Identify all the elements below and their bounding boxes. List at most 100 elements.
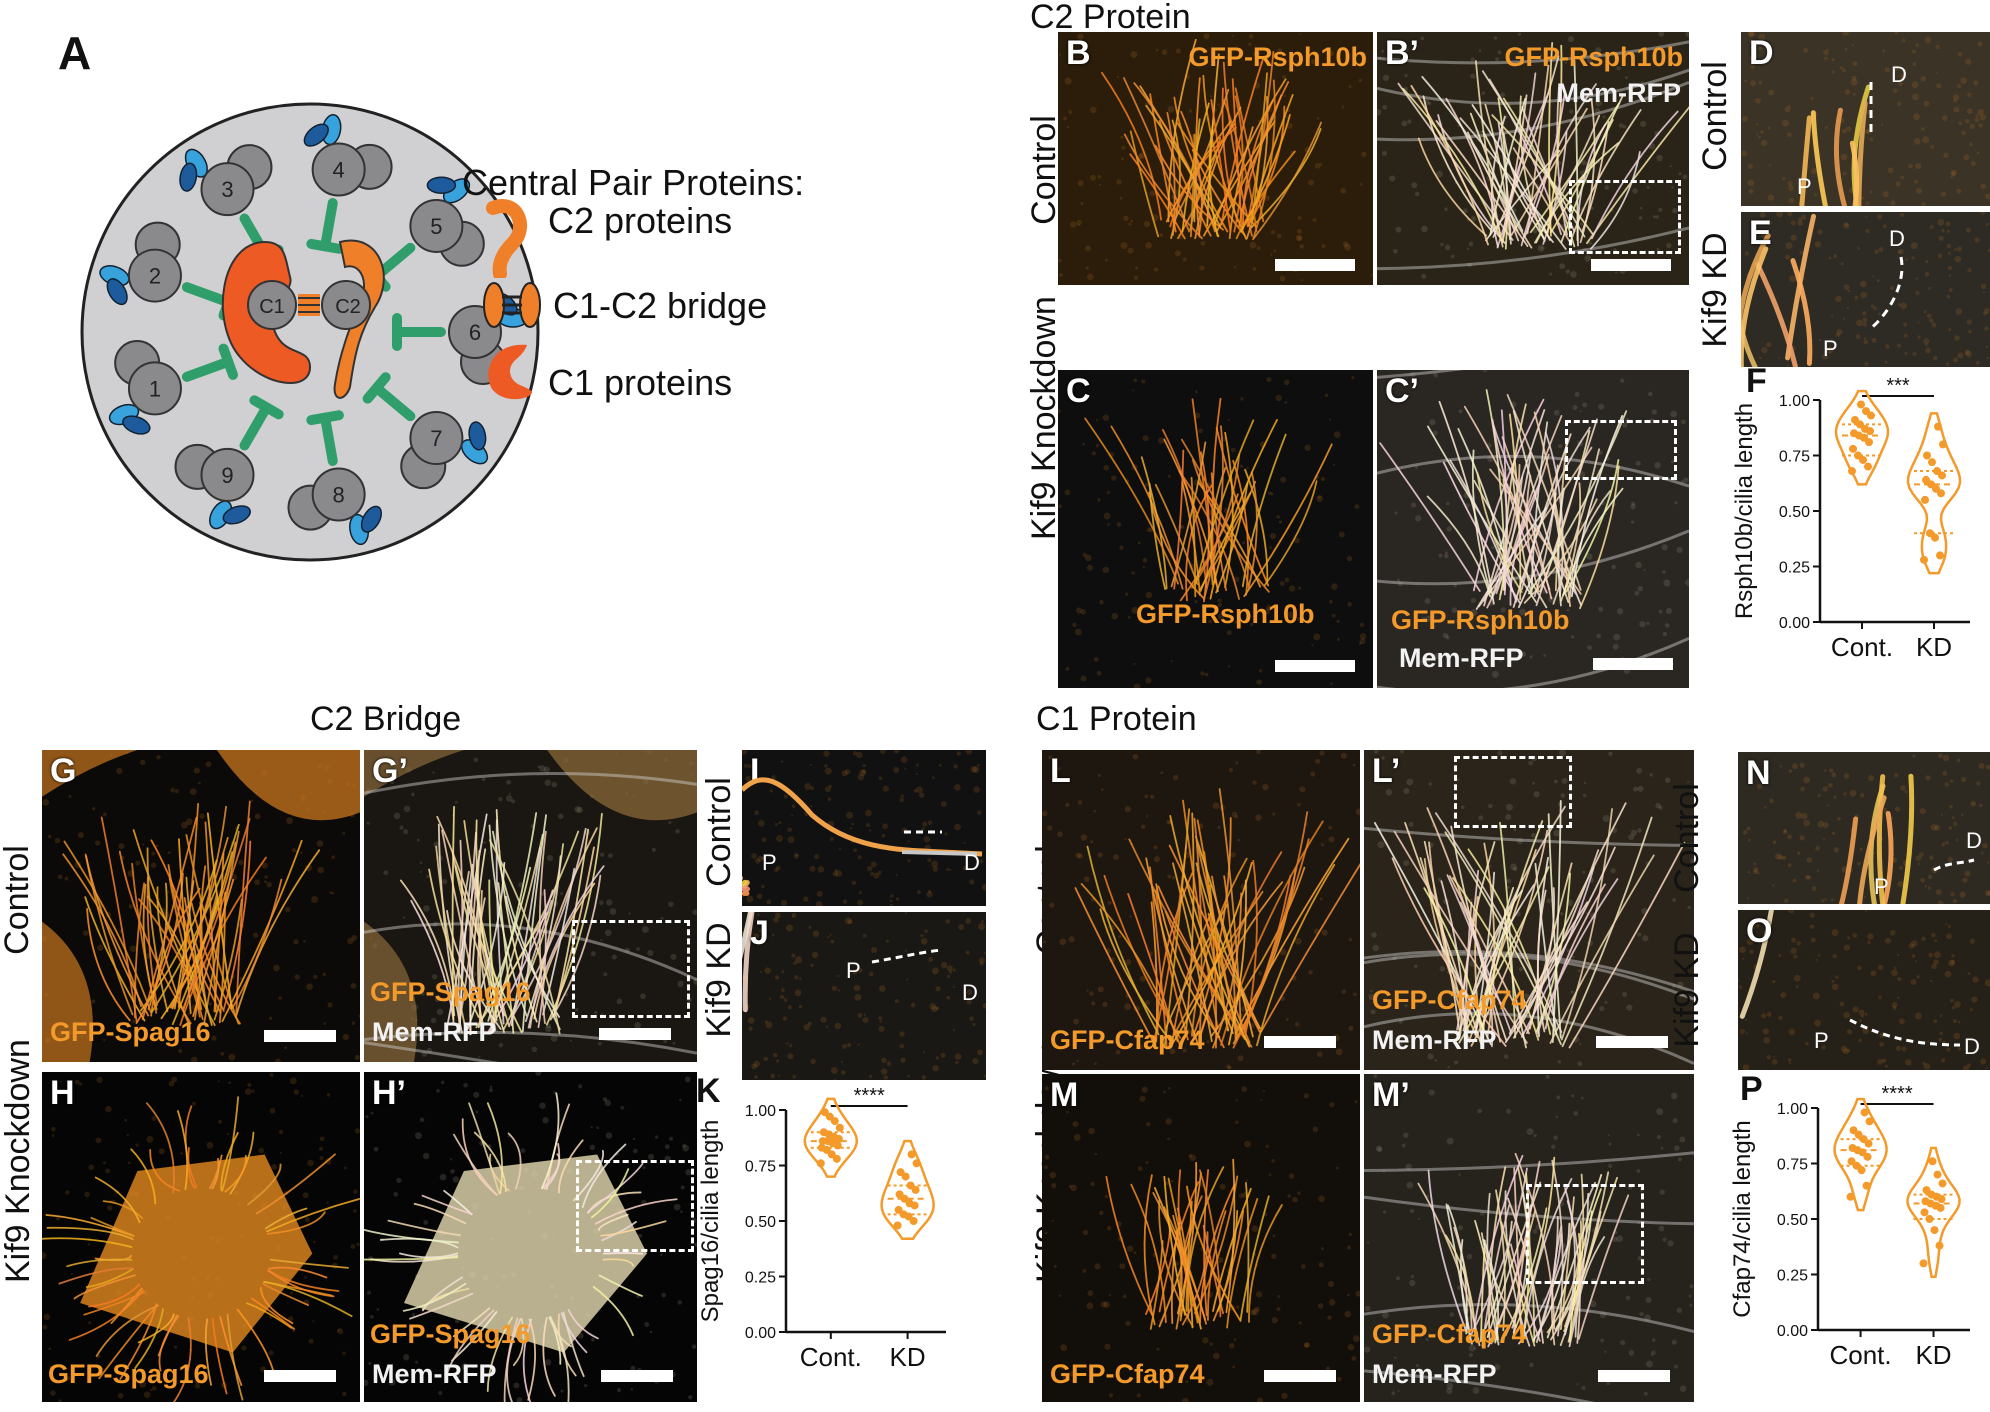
background-speckle [1209, 95, 1213, 98]
background-speckle [1897, 880, 1904, 888]
cilium [1568, 1188, 1602, 1343]
background-speckle [1892, 65, 1899, 72]
background-speckle [1843, 773, 1850, 779]
data-point [906, 1181, 915, 1190]
cilium [451, 1311, 498, 1362]
background-speckle [1428, 1089, 1435, 1096]
cilium [146, 847, 169, 1013]
cilium [1086, 845, 1160, 1036]
background-speckle [1980, 851, 1984, 855]
background-speckle [1420, 36, 1425, 41]
cilium [1530, 421, 1549, 596]
background-speckle [915, 763, 919, 767]
background-speckle [1887, 167, 1894, 174]
cilium [543, 1143, 561, 1190]
background-speckle [1396, 578, 1400, 582]
background-speckle [1672, 984, 1676, 988]
background-speckle [1089, 991, 1094, 996]
y-tick-label: 0.50 [745, 1214, 776, 1231]
background-speckle [1666, 242, 1672, 249]
background-speckle [935, 986, 941, 992]
cilium [1173, 449, 1185, 590]
background-speckle [803, 1024, 810, 1031]
background-speckle [754, 1075, 759, 1079]
micrograph-O: O P D [1738, 910, 1990, 1070]
background-speckle [1985, 345, 1989, 349]
background-speckle [630, 1388, 634, 1391]
background-speckle [1553, 779, 1558, 784]
background-speckle [1226, 630, 1232, 636]
background-speckle [1878, 995, 1882, 1000]
violin [1906, 1146, 1961, 1278]
background-speckle [798, 977, 802, 980]
background-speckle [1427, 101, 1432, 106]
background-speckle [632, 1137, 636, 1141]
background-speckle [96, 1076, 103, 1084]
background-speckle [1656, 247, 1660, 251]
background-speckle [1351, 375, 1355, 380]
background-speckle [1170, 1179, 1174, 1183]
background-speckle [672, 1041, 676, 1045]
background-speckle [1279, 581, 1285, 587]
background-speckle [1119, 1263, 1126, 1270]
background-speckle [1198, 428, 1203, 434]
background-speckle [56, 1216, 61, 1221]
cilium [1506, 394, 1582, 591]
background-speckle [300, 851, 303, 855]
cilium [598, 1213, 629, 1231]
c2-label: C2 [335, 296, 361, 318]
background-speckle [1182, 1048, 1187, 1053]
background-speckle [929, 1003, 936, 1010]
background-speckle [1232, 1365, 1236, 1369]
background-speckle [605, 1132, 613, 1139]
background-speckle [1070, 1184, 1077, 1192]
background-speckle [1979, 803, 1983, 808]
background-speckle [608, 853, 613, 859]
cilium [1158, 1171, 1202, 1328]
background-speckle [949, 868, 952, 872]
background-speckle [899, 1031, 905, 1037]
background-speckle [1678, 172, 1682, 176]
background-speckle [1321, 244, 1326, 249]
background-speckle [1841, 128, 1847, 134]
cilium [510, 846, 542, 1027]
background-speckle [1238, 1193, 1244, 1199]
background-speckle [753, 933, 760, 940]
cilium [1552, 448, 1600, 605]
background-speckle [434, 997, 440, 1002]
background-speckle [303, 939, 306, 943]
background-speckle [1960, 813, 1964, 816]
background-speckle [180, 1152, 183, 1155]
cilium [1849, 140, 1860, 206]
background-speckle [1474, 1347, 1477, 1350]
cilium [98, 1304, 159, 1380]
background-speckle [1952, 1019, 1957, 1024]
background-speckle [1466, 1254, 1473, 1260]
background-speckle [596, 1126, 600, 1130]
background-speckle [218, 1119, 222, 1124]
background-speckle [926, 891, 933, 898]
background-speckle [1643, 1391, 1648, 1396]
background-speckle [174, 789, 179, 794]
background-speckle [865, 823, 870, 828]
background-speckle [1646, 186, 1650, 189]
cilium [1140, 456, 1168, 590]
cilium [137, 1313, 175, 1344]
background-speckle [1300, 279, 1304, 282]
cilium [1483, 409, 1546, 607]
background-speckle [772, 1052, 778, 1058]
label-mem-rfp-G-prime: Mem-RFP [372, 1017, 497, 1047]
background-speckle [1067, 49, 1072, 54]
label-gfp-cfap74-M: GFP-Cfap74 [1050, 1359, 1205, 1389]
background-speckle [1622, 422, 1628, 428]
background-speckle [268, 1016, 273, 1021]
cilium [1105, 1175, 1153, 1316]
cilium [100, 816, 138, 1022]
background-speckle [1789, 1061, 1792, 1064]
background-speckle [1312, 1126, 1319, 1133]
background-speckle [1632, 188, 1638, 194]
background-speckle [1560, 793, 1566, 798]
background-speckle [1273, 249, 1277, 253]
background-speckle [1766, 1011, 1772, 1017]
background-speckle [795, 956, 803, 964]
